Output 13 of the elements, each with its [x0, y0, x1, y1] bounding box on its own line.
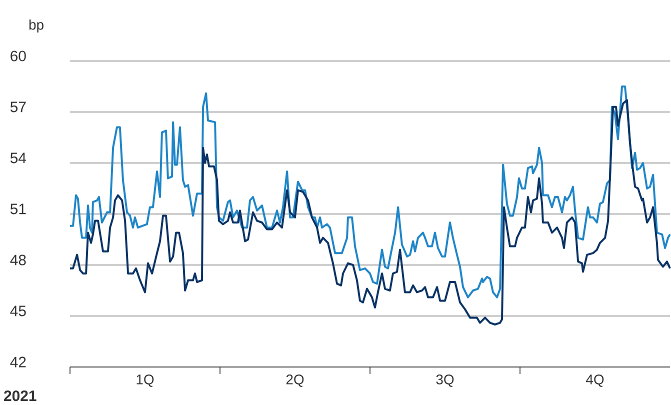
y-tick-label: 45	[10, 306, 26, 316]
x-tick-label: 2Q	[286, 374, 304, 387]
y-tick-label: 60	[10, 50, 26, 62]
y-tick-label: 48	[10, 254, 26, 266]
x-tick-label: 4Q	[586, 374, 604, 387]
y-tick-label: 51	[10, 204, 26, 214]
y-tick-label: 57	[10, 102, 26, 112]
x-tick-label: 3Q	[436, 374, 454, 387]
x-axis-title: 2021	[4, 390, 36, 402]
y-axis-title: bp	[29, 19, 44, 32]
x-tick-label: 1Q	[136, 374, 154, 387]
y-tick-label: 54	[10, 152, 26, 164]
y-tick-label: 42	[10, 356, 26, 368]
